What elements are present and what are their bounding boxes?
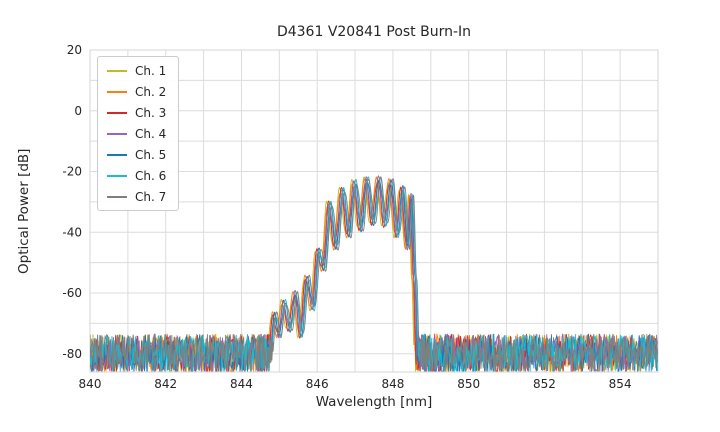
legend: Ch. 1 Ch. 2 Ch. 3 Ch. 4 Ch. 5 Ch. 6 Ch. 7 [97,56,180,211]
chart-title: D4361 V20841 Post Burn-In [276,24,472,40]
legend-label: Ch. 5 [135,147,167,162]
series-line [90,176,658,372]
x-tick-label: 852 [533,377,556,391]
x-tick-label: 854 [609,377,632,391]
legend-item: Ch. 7 [107,188,166,205]
y-tick-label: -60 [62,286,82,300]
y-tick-label: 20 [67,43,82,57]
x-tick-label: 850 [457,377,480,391]
legend-line-swatch [107,69,127,72]
axes-frame [89,49,659,373]
legend-item: Ch. 2 [107,83,166,100]
legend-line-swatch [107,90,127,93]
x-axis-label: Wavelength [nm] [315,394,433,410]
series-line [90,176,658,372]
legend-label: Ch. 4 [135,126,167,141]
legend-item: Ch. 6 [107,167,166,184]
y-tick-label: -20 [62,165,82,179]
x-tick-label: 848 [381,377,404,391]
x-tick-label: 840 [79,377,102,391]
legend-label: Ch. 6 [135,168,167,183]
legend-item: Ch. 4 [107,125,166,142]
legend-line-swatch [107,132,127,135]
legend-line-swatch [107,195,127,198]
legend-label: Ch. 7 [135,189,167,204]
y-tick-label: -40 [62,225,82,239]
y-tick-label: -80 [62,347,82,361]
x-tick-label: 844 [230,377,253,391]
y-tick-label: 0 [74,104,82,118]
legend-item: Ch. 1 [107,62,166,79]
legend-label: Ch. 2 [135,84,167,99]
legend-label: Ch. 3 [135,105,167,120]
legend-label: Ch. 1 [135,63,167,78]
x-tick-label: 842 [154,377,177,391]
legend-line-swatch [107,153,127,156]
legend-line-swatch [107,111,127,114]
legend-line-swatch [107,174,127,177]
legend-item: Ch. 5 [107,146,166,163]
x-tick-label: 846 [306,377,329,391]
legend-item: Ch. 3 [107,104,166,121]
y-axis-label: Optical Power [dB] [16,148,32,274]
